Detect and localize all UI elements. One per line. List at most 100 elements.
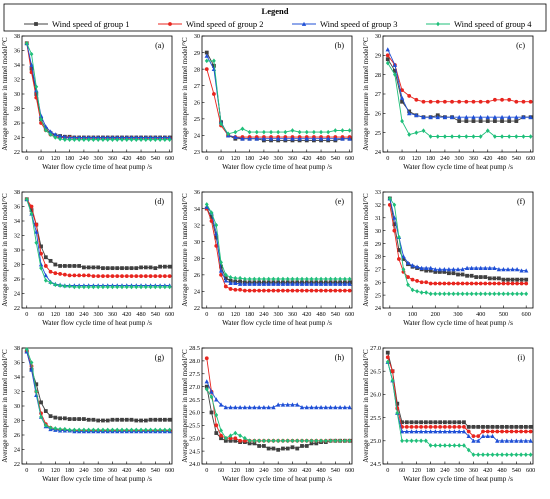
data-point <box>473 265 479 270</box>
data-point <box>115 137 120 142</box>
data-point <box>483 265 488 270</box>
data-point <box>29 62 34 67</box>
data-point <box>495 438 500 443</box>
data-point <box>209 214 214 219</box>
chart-panel: 0 60 120 180 240 300 360 420 480 540 600 24.0 24.5 25… <box>181 345 354 483</box>
data-point <box>393 68 397 73</box>
data-point <box>471 424 476 429</box>
data-point <box>295 438 300 444</box>
series-line <box>26 199 170 286</box>
data-point <box>218 402 224 407</box>
y-axis-label: Average temperature in tunnel model/°C <box>1 349 9 463</box>
x-tick-label: 420 <box>483 467 492 474</box>
data-point <box>404 420 409 425</box>
data-point <box>487 276 492 281</box>
data-point <box>500 97 504 102</box>
data-point <box>223 435 228 441</box>
data-point <box>481 452 485 458</box>
data-point <box>323 288 328 293</box>
data-point <box>43 409 48 413</box>
data-point <box>406 111 412 116</box>
data-point <box>67 135 72 140</box>
data-point <box>281 446 285 451</box>
data-point <box>480 433 486 439</box>
data-point <box>304 136 309 141</box>
data-point <box>457 119 462 123</box>
data-point <box>299 281 305 286</box>
y-tick-label: 28 <box>14 418 20 425</box>
data-point <box>319 276 323 282</box>
data-point <box>143 135 149 140</box>
data-point <box>295 281 300 286</box>
data-point <box>48 258 53 263</box>
plot-frame <box>201 35 353 153</box>
data-point <box>101 137 105 142</box>
data-point <box>29 51 34 57</box>
data-point <box>157 135 163 140</box>
data-point <box>143 265 148 270</box>
data-point <box>214 412 219 418</box>
data-point <box>91 265 96 270</box>
data-point <box>414 264 420 269</box>
data-point <box>247 136 252 141</box>
y-axis-label: Average temperature in tunnel model/°C <box>362 349 370 463</box>
data-point <box>457 420 462 425</box>
data-point <box>304 129 309 135</box>
data-point <box>266 281 271 286</box>
data-point <box>275 281 281 286</box>
x-tick-label: 540 <box>151 311 160 318</box>
data-point <box>521 114 526 120</box>
series-line <box>206 358 350 442</box>
data-point <box>82 417 86 421</box>
series <box>24 41 172 141</box>
y-tick-label: 26 <box>194 272 200 279</box>
data-point <box>404 424 409 429</box>
data-point <box>48 425 53 431</box>
data-point <box>96 418 101 423</box>
data-point <box>390 378 395 383</box>
series <box>204 386 352 444</box>
y-tick-label: 28 <box>194 66 200 73</box>
data-point <box>43 278 48 283</box>
data-point <box>29 66 34 71</box>
data-point <box>91 137 96 142</box>
data-point <box>415 279 419 283</box>
data-point <box>43 255 48 260</box>
y-tick-label: 34 <box>194 206 200 213</box>
y-tick-label: 27 <box>375 91 381 98</box>
data-point <box>58 272 62 276</box>
data-point <box>469 291 474 297</box>
x-tick-label: 120 <box>412 155 421 162</box>
data-point <box>400 99 404 104</box>
data-point <box>485 452 490 458</box>
data-point <box>452 429 457 434</box>
x-tick-label: 240 <box>259 155 268 162</box>
data-point <box>342 288 347 293</box>
data-point <box>442 267 447 272</box>
data-point <box>134 274 139 278</box>
data-point <box>500 424 504 429</box>
panel-label: (f) <box>517 197 525 206</box>
data-point <box>504 438 510 443</box>
series-line <box>387 49 531 118</box>
x-tick-label: 360 <box>288 311 297 318</box>
data-point <box>495 429 500 434</box>
data-point <box>290 128 295 133</box>
data-point <box>72 135 77 140</box>
data-point <box>347 288 352 293</box>
data-point <box>490 424 495 429</box>
series <box>204 204 352 286</box>
x-tick-label: 300 <box>455 155 464 162</box>
y-tick-label: 30 <box>375 228 381 235</box>
y-tick-label: 34 <box>14 374 20 381</box>
data-point <box>105 427 110 433</box>
data-point <box>233 438 238 443</box>
x-tick-label: 180 <box>65 155 74 162</box>
data-point <box>397 257 401 261</box>
data-point <box>257 276 262 282</box>
data-point <box>323 438 328 444</box>
y-tick-label: 32 <box>14 77 20 84</box>
data-point <box>34 240 39 246</box>
x-axis-label: Water flow cycle time of heat pump /s <box>222 163 332 171</box>
data-point <box>407 132 412 137</box>
